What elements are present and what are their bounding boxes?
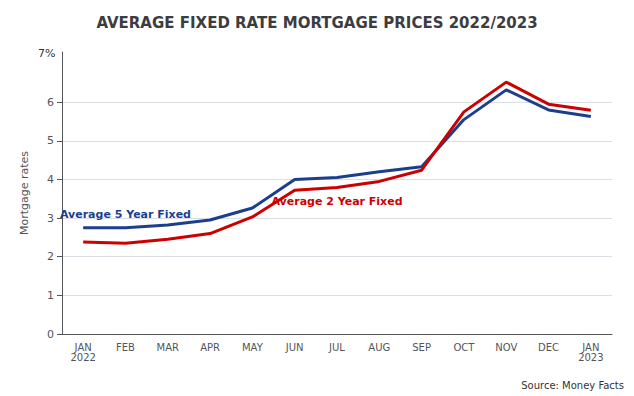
svg-text:1: 1 [47,289,54,302]
svg-text:Mortgage rates: Mortgage rates [18,151,31,235]
svg-text:Source: Money Facts: Source: Money Facts [521,380,624,391]
svg-text:FEB: FEB [116,342,135,353]
svg-text:AUG: AUG [368,342,390,353]
svg-text:JUN: JUN [285,342,304,353]
svg-text:2: 2 [47,250,54,263]
svg-text:3: 3 [47,212,54,225]
svg-text:APR: APR [200,342,220,353]
svg-text:MAR: MAR [157,342,179,353]
svg-text:JAN: JAN [74,341,92,353]
svg-text:Average 5 Year Fixed: Average 5 Year Fixed [60,208,191,221]
svg-text:4: 4 [47,173,54,186]
svg-text:MAY: MAY [242,342,264,353]
svg-text:2023: 2023 [578,352,603,363]
svg-text:NOV: NOV [495,342,517,353]
svg-text:0: 0 [47,328,54,341]
svg-text:JUL: JUL [328,342,345,353]
svg-text:OCT: OCT [453,342,475,353]
svg-text:2022: 2022 [70,352,95,363]
svg-text:6: 6 [47,96,54,109]
svg-text:5: 5 [47,134,54,147]
svg-text:JAN: JAN [582,341,600,353]
svg-text:AVERAGE FIXED RATE MORTGAGE PR: AVERAGE FIXED RATE MORTGAGE PRICES 2022/… [96,14,537,32]
svg-text:SEP: SEP [412,342,431,353]
svg-text:Average 2 Year Fixed: Average 2 Year Fixed [271,195,402,208]
svg-text:7%: 7% [38,47,55,60]
svg-text:DEC: DEC [538,342,559,353]
